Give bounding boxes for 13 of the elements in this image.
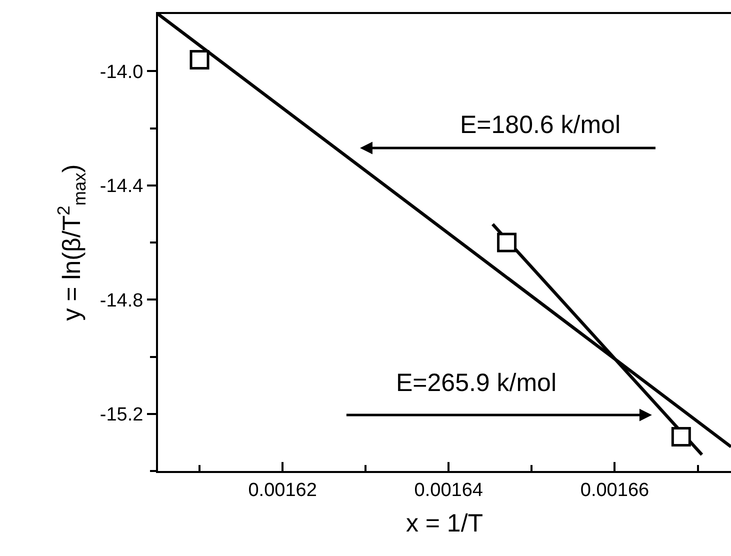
x-tick-label: 0.00166 — [580, 480, 650, 501]
y-tick-label: -14.8 — [100, 290, 144, 312]
x-tick-label: 0.00162 — [248, 480, 317, 501]
point — [497, 232, 517, 252]
annotation: E=265.9 k/mol — [396, 369, 557, 397]
x-axis-title: x = 1/T — [406, 509, 484, 538]
y-tick-label: -15.2 — [100, 404, 144, 426]
y-tick-label: -14.4 — [100, 176, 144, 198]
y-tick-label: -14.0 — [100, 62, 144, 83]
annotation: E=180.6 k/mol — [460, 111, 621, 139]
point — [190, 50, 210, 70]
x-tick-label: 0.00164 — [414, 480, 484, 501]
point — [671, 426, 691, 446]
